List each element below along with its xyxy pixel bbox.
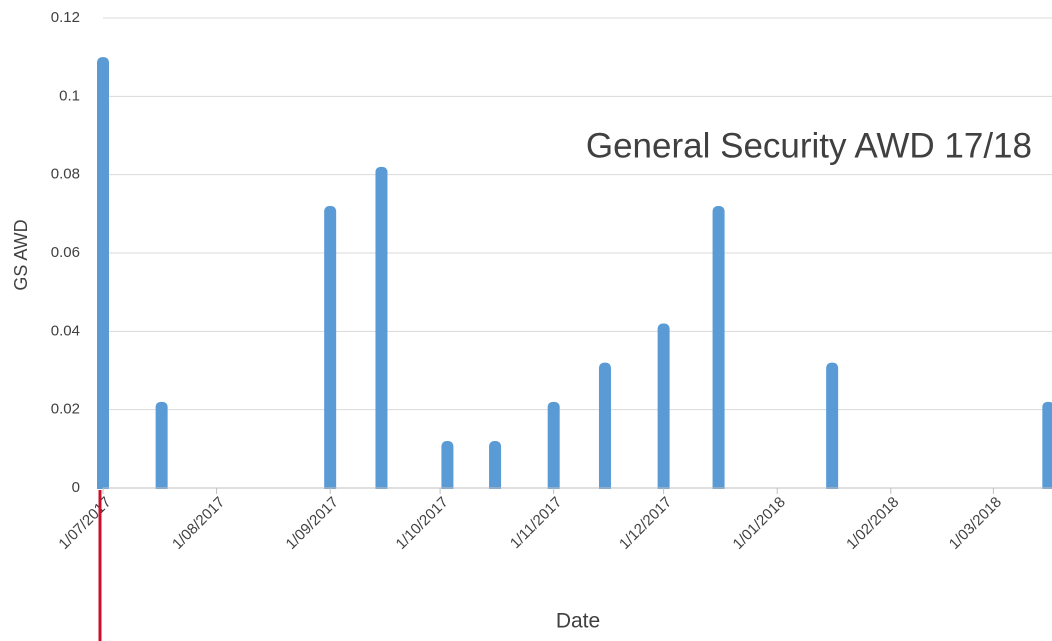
bar xyxy=(1042,401,1052,489)
y-tick-label: 0.08 xyxy=(51,166,80,183)
bar xyxy=(712,206,725,489)
bar xyxy=(657,323,670,489)
y-tick-label: 0.12 xyxy=(51,9,80,26)
x-axis-label: Date xyxy=(556,610,600,633)
x-tick-label: 1/08/2017 xyxy=(169,494,228,553)
bar xyxy=(97,57,109,489)
x-tick-label: 1/12/2017 xyxy=(616,494,675,553)
x-tick-label: 1/09/2017 xyxy=(283,494,342,553)
x-tick-label: 1/10/2017 xyxy=(393,494,452,553)
chart-title: General Security AWD 17/18 xyxy=(586,126,1032,165)
bar xyxy=(155,401,168,489)
x-tick-label: 1/07/2017 xyxy=(55,494,114,553)
y-tick-label: 0.1 xyxy=(59,87,80,104)
bars xyxy=(97,57,1052,489)
bar xyxy=(598,362,611,489)
bar xyxy=(489,441,502,489)
y-axis-label: GS AWD xyxy=(11,219,31,290)
bar xyxy=(375,166,388,489)
bar xyxy=(826,362,839,489)
x-tick-label: 1/02/2018 xyxy=(843,494,902,553)
x-tick-label: 1/01/2018 xyxy=(730,494,789,553)
grid xyxy=(103,17,1052,489)
y-tick-label: 0.04 xyxy=(51,322,80,339)
bar xyxy=(441,441,454,489)
bar xyxy=(547,401,560,489)
y-tick-label: 0 xyxy=(72,479,80,496)
y-tick-label: 0.06 xyxy=(51,244,80,261)
x-tick-label: 1/11/2017 xyxy=(507,494,565,552)
bar xyxy=(324,206,337,489)
y-tick-label: 0.02 xyxy=(51,401,80,418)
x-tick-label: 1/03/2018 xyxy=(946,494,1005,553)
